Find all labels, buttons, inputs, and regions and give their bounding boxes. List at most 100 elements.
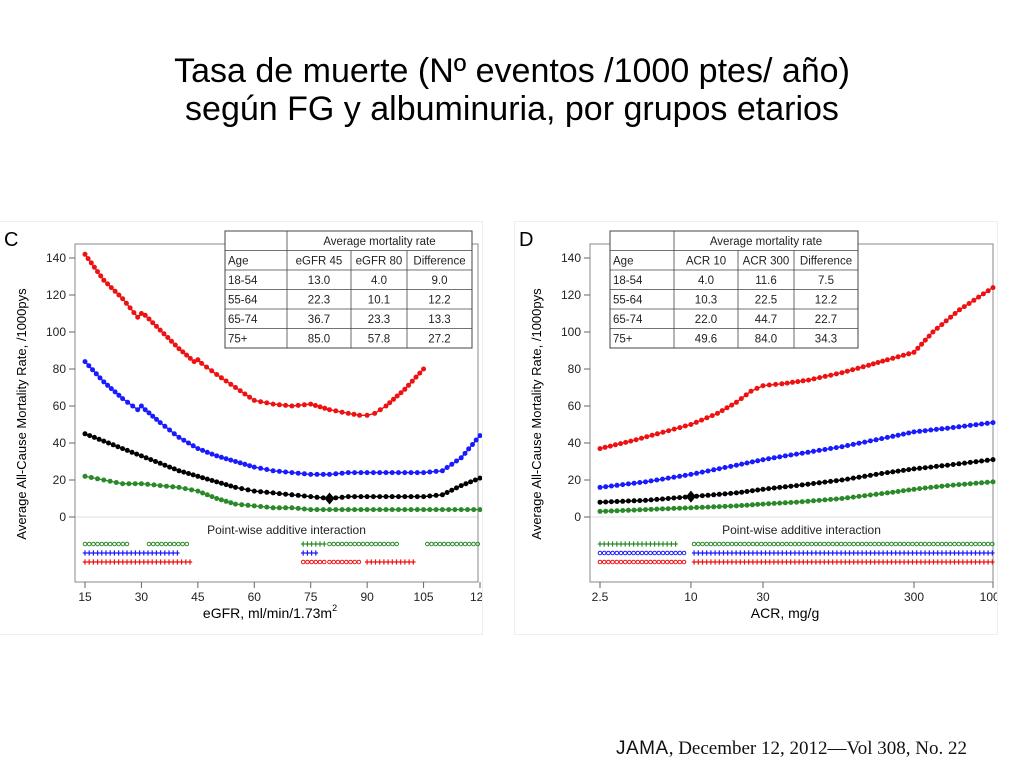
chart-d-interaction-mark-75+ bbox=[784, 559, 789, 565]
chart-d-point-18-54 bbox=[660, 506, 665, 512]
chart-d-interaction-mark-18-54 bbox=[868, 541, 873, 547]
chart-c-point-55-64 bbox=[153, 459, 158, 464]
chart-c-point-75+ bbox=[295, 402, 301, 408]
chart-d-point-65-74 bbox=[671, 474, 677, 480]
chart-d-point-65-74 bbox=[884, 434, 890, 440]
chart-c-point-55-64 bbox=[377, 494, 383, 500]
chart-d-interaction-mark-18-54 bbox=[631, 541, 636, 547]
chart-d-point-18-54 bbox=[822, 497, 828, 503]
chart-d-point-75+ bbox=[906, 351, 912, 357]
chart-d-interaction-mark-75+ bbox=[622, 559, 628, 565]
chart-d-interaction-mark-18-54 bbox=[859, 541, 865, 547]
chart-d-interaction-mark-65-74 bbox=[696, 550, 701, 556]
chart-d-point-18-54 bbox=[933, 484, 939, 490]
chart-d-interaction-mark-75+ bbox=[801, 559, 806, 565]
chart-c-point-65-74 bbox=[327, 471, 332, 477]
chart-d-interaction-mark-18-54 bbox=[775, 541, 781, 547]
chart-d-point-75+ bbox=[980, 291, 986, 297]
chart-d-point-55-64 bbox=[990, 457, 996, 463]
chart-d-interaction-mark-75+ bbox=[767, 559, 772, 565]
chart-c-interaction-mark-75+ bbox=[369, 559, 374, 565]
chart-d-interaction-mark-75+ bbox=[639, 559, 645, 565]
chart-c-interaction-mark-75+ bbox=[133, 559, 138, 565]
chart-d-interaction-mark-18-54 bbox=[817, 541, 823, 547]
chart-d-table-col-header: ACR 300 bbox=[743, 256, 790, 268]
chart-c-point-65-74 bbox=[204, 449, 210, 455]
chart-d-point-75+ bbox=[660, 429, 666, 435]
chart-c-point-75+ bbox=[247, 394, 253, 400]
chart-d-point-65-74 bbox=[755, 458, 761, 464]
chart-d-point-65-74 bbox=[862, 439, 868, 445]
chart-d-point-55-64 bbox=[811, 481, 816, 486]
chart-d-point-75+ bbox=[639, 435, 644, 441]
chart-c-svg: C 0 20 40 60 80 100 120 140 15 30 45 60 75 90 105 120 eGF… bbox=[4, 229, 482, 621]
chart-d-interaction-mark-65-74 bbox=[943, 550, 949, 556]
chart-c-interaction-mark-75+ bbox=[356, 559, 362, 565]
chart-d-interaction-mark-18-54 bbox=[691, 541, 697, 547]
chart-d-point-65-74 bbox=[597, 484, 603, 490]
chart-c-point-18-54 bbox=[200, 490, 206, 496]
chart-c-interaction-mark-75+ bbox=[82, 559, 88, 565]
chart-c-point-55-64 bbox=[167, 464, 173, 470]
chart-c-point-55-64 bbox=[339, 494, 345, 500]
chart-d-interaction-mark-65-74 bbox=[700, 550, 705, 556]
chart-c-point-75+ bbox=[150, 320, 156, 326]
chart-d-point-18-54 bbox=[777, 500, 783, 506]
chart-d-point-65-74 bbox=[879, 436, 885, 442]
chart-c-ytick-label: 60 bbox=[53, 399, 67, 413]
chart-d-point-55-64 bbox=[967, 459, 973, 465]
chart-c-interaction-mark-65-74 bbox=[103, 550, 109, 556]
chart-c-point-75+ bbox=[264, 400, 270, 406]
chart-d-interaction-mark-65-74 bbox=[775, 550, 781, 556]
chart-c-interaction-mark-18-54 bbox=[441, 541, 447, 547]
chart-c-point-18-54 bbox=[251, 503, 257, 509]
chart-c-interaction-mark-18-54 bbox=[471, 541, 476, 547]
chart-c-point-75+ bbox=[199, 360, 205, 366]
chart-c-point-55-64 bbox=[444, 490, 450, 495]
chart-c-point-65-74 bbox=[214, 453, 220, 459]
chart-c-interaction-mark-18-54 bbox=[344, 541, 349, 547]
chart-d-interaction-mark-18-54 bbox=[733, 541, 739, 547]
chart-d-point-18-54 bbox=[895, 489, 901, 494]
chart-c-point-65-74 bbox=[105, 382, 111, 388]
chart-d-interaction-mark-18-54 bbox=[754, 541, 760, 547]
chart-c-point-75+ bbox=[383, 403, 389, 409]
chart-d-point-55-64 bbox=[716, 491, 722, 497]
chart-d-point-55-64 bbox=[867, 472, 873, 478]
chart-d-interaction-mark-65-74 bbox=[754, 550, 760, 556]
chart-d-table-cell: 55-64 bbox=[613, 295, 643, 307]
chart-c-point-75+ bbox=[237, 388, 243, 394]
chart-d-interaction-mark-75+ bbox=[964, 559, 970, 565]
chart-d-point-18-54 bbox=[990, 479, 996, 485]
chart-c-point-18-54 bbox=[151, 482, 157, 488]
chart-d-point-65-74 bbox=[771, 455, 777, 461]
chart-c-point-75+ bbox=[98, 273, 104, 279]
chart-c-point-75+ bbox=[276, 402, 282, 408]
chart-d-interaction-mark-18-54 bbox=[623, 541, 628, 547]
chart-d-point-65-74 bbox=[648, 478, 654, 484]
chart-d-interaction-mark-75+ bbox=[742, 559, 747, 565]
chart-c-interaction-mark-75+ bbox=[183, 559, 188, 565]
chart-c-interaction-mark-18-54 bbox=[150, 541, 156, 547]
chart-d-interaction-mark-65-74 bbox=[952, 550, 957, 556]
chart-c-table-cell: 23.3 bbox=[368, 314, 390, 326]
chart-d-point-75+ bbox=[961, 304, 967, 310]
chart-d-interaction-mark-75+ bbox=[859, 559, 865, 565]
chart-d-table-cell: 65-74 bbox=[613, 314, 643, 326]
chart-d-point-65-74 bbox=[699, 469, 705, 475]
chart-d-interaction-mark-18-54 bbox=[906, 541, 911, 547]
chart-c-interaction-mark-75+ bbox=[377, 559, 382, 565]
chart-c-point-75+ bbox=[391, 396, 396, 402]
chart-c-interaction-mark-65-74 bbox=[175, 550, 180, 556]
chart-d-interaction-mark-75+ bbox=[990, 559, 995, 565]
chart-d-interaction-mark-75+ bbox=[738, 559, 743, 565]
chart-d-interaction-mark-75+ bbox=[627, 559, 632, 565]
chart-d-interaction-mark-75+ bbox=[635, 559, 641, 565]
chart-d-point-65-74 bbox=[794, 451, 799, 457]
chart-d-point-75+ bbox=[729, 402, 735, 408]
chart-d-point-18-54 bbox=[816, 497, 822, 503]
chart-d-point-65-74 bbox=[711, 467, 717, 473]
chart-d-interaction-mark-65-74 bbox=[977, 550, 982, 556]
chart-c-point-75+ bbox=[406, 382, 411, 388]
chart-d-point-18-54 bbox=[973, 480, 979, 486]
